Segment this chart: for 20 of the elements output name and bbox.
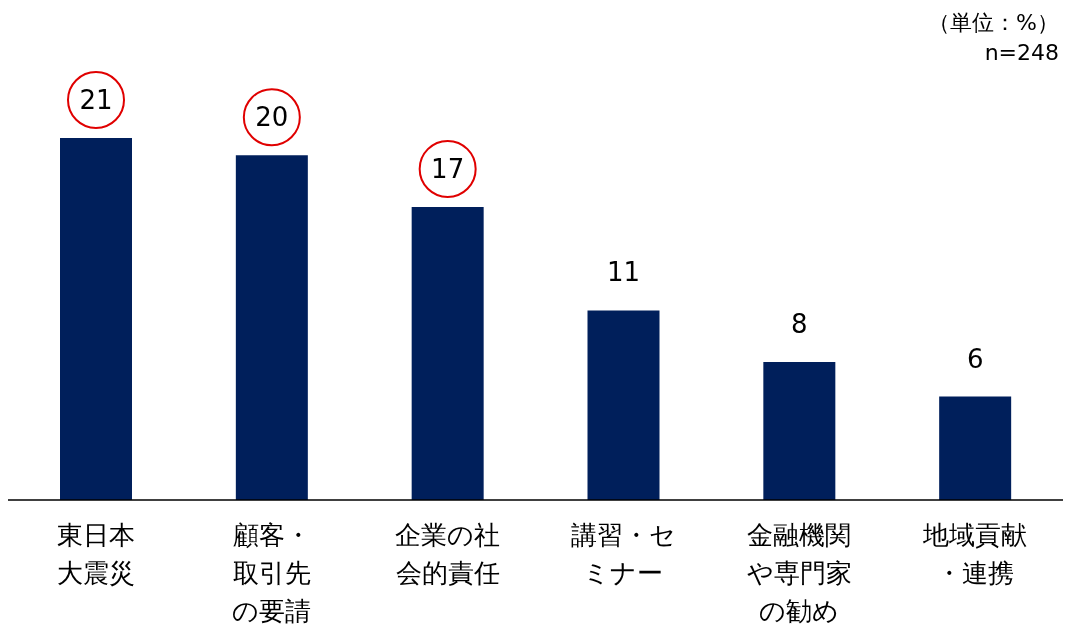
bar (235, 155, 308, 500)
text: n=248 (983, 39, 1059, 67)
data-label: 8 (791, 309, 808, 340)
x-tick-label: 顧客・取引先の要請 (232, 520, 312, 626)
data-label: 17 (431, 153, 465, 184)
bar (939, 396, 1012, 500)
data-label: 21 (79, 85, 113, 115)
bar (587, 310, 660, 500)
x-tick-label: 金融機関や専門家の勧め (746, 520, 852, 626)
x-tick-label: 東日本大震災 (56, 520, 135, 588)
bar (60, 138, 132, 500)
x-tick-label: 企業の社会的責任 (395, 520, 501, 588)
bar (411, 206, 484, 500)
text: （単位：%） (928, 9, 1059, 37)
data-label: 11 (606, 257, 641, 288)
data-label: 6 (966, 343, 984, 374)
x-tick-label: 地域貢献・連携 (922, 520, 1028, 588)
x-tick-label: 講習・セミナー (570, 520, 676, 588)
bar (763, 362, 836, 500)
data-label: 20 (255, 102, 289, 133)
